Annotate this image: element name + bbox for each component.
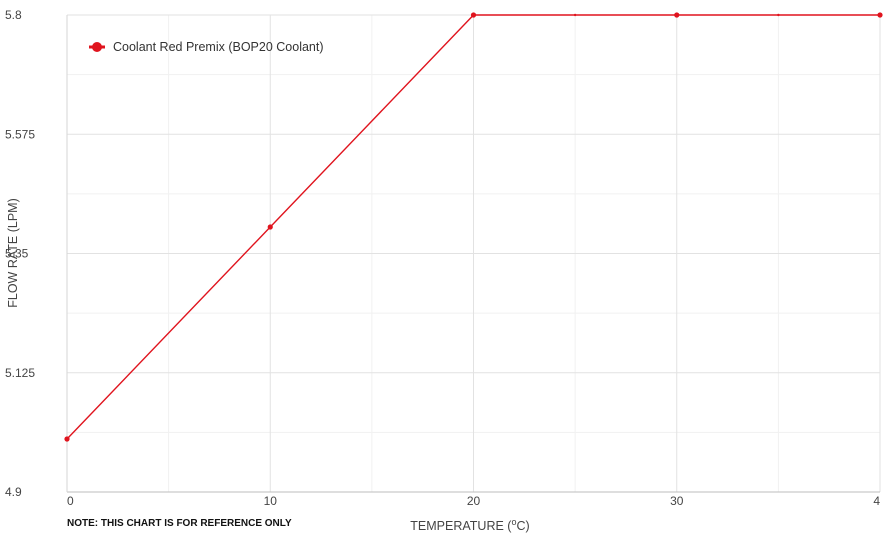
y-tick-label: 4.9 bbox=[5, 485, 22, 499]
x-axis-title-tail: C) bbox=[516, 519, 529, 533]
x-axis-title-superscript: o bbox=[511, 517, 516, 527]
y-tick-label: 5.35 bbox=[5, 247, 29, 261]
x-tick-label: 30 bbox=[670, 494, 684, 508]
legend-marker bbox=[92, 42, 102, 52]
grid bbox=[66, 14, 881, 493]
y-tick-label: 5.575 bbox=[5, 127, 35, 141]
data-point bbox=[877, 12, 883, 18]
x-tick-label: 0 bbox=[67, 494, 74, 508]
x-tick-label: 10 bbox=[264, 494, 278, 508]
legend-label: Coolant Red Premix (BOP20 Coolant) bbox=[113, 40, 324, 54]
data-point bbox=[777, 13, 780, 17]
x-axis-title: TEMPERATURE (oC) bbox=[410, 517, 529, 533]
data-point bbox=[64, 436, 70, 442]
data-point bbox=[267, 224, 273, 230]
data-point bbox=[573, 13, 577, 17]
series-layer bbox=[64, 12, 883, 442]
y-tick-label: 5.8 bbox=[5, 8, 22, 22]
legend[interactable]: Coolant Red Premix (BOP20 Coolant) bbox=[89, 40, 324, 54]
data-point bbox=[470, 12, 477, 18]
x-axis-title-text: TEMPERATURE ( bbox=[410, 519, 512, 533]
chart-note: NOTE: THIS CHART IS FOR REFERENCE ONLY bbox=[67, 518, 292, 529]
x-tick-label: 4 bbox=[873, 494, 880, 508]
axes: 0 10 20 30 4 4.9 5.125 5.35 5.575 5.8 bbox=[5, 8, 880, 508]
data-point bbox=[674, 12, 680, 18]
x-tick-label: 20 bbox=[467, 494, 481, 508]
y-tick-label: 5.125 bbox=[5, 366, 35, 380]
y-axis-title: FLOW RATE (LPM) bbox=[6, 198, 20, 308]
